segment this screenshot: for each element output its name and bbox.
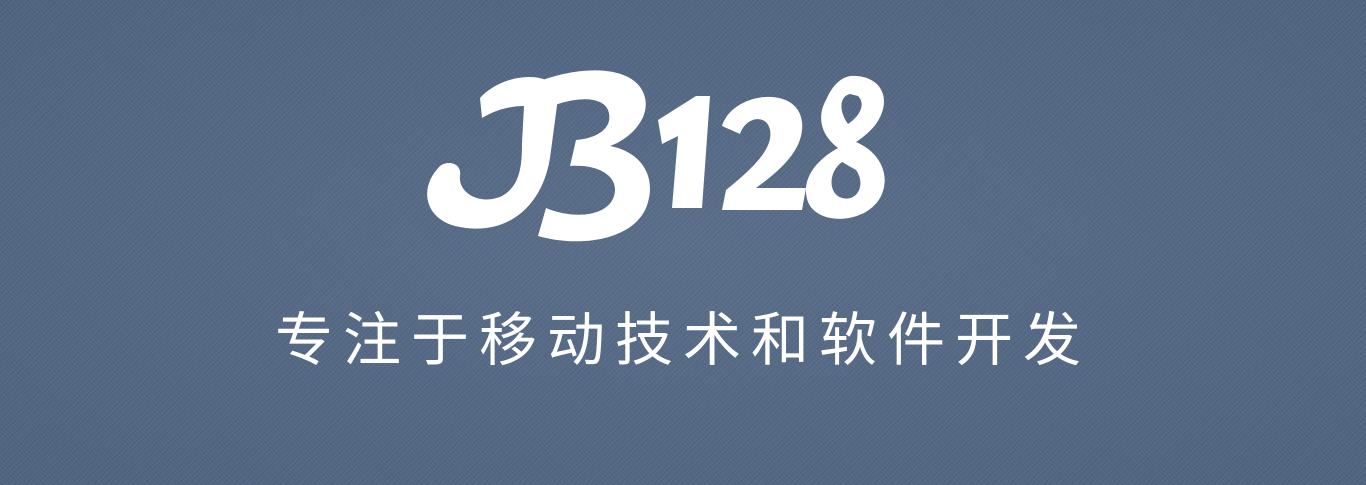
logo-digit-1 <box>658 96 710 208</box>
logo-digit-8 <box>805 75 885 219</box>
tagline-text: 专注于移动技术和软件开发 <box>274 306 1091 374</box>
logo-digit-2 <box>722 96 806 210</box>
logo-letter-b <box>520 70 650 242</box>
logo-letter-j <box>427 77 559 229</box>
logo-graphic <box>427 70 885 242</box>
jb128-logo <box>410 48 900 248</box>
